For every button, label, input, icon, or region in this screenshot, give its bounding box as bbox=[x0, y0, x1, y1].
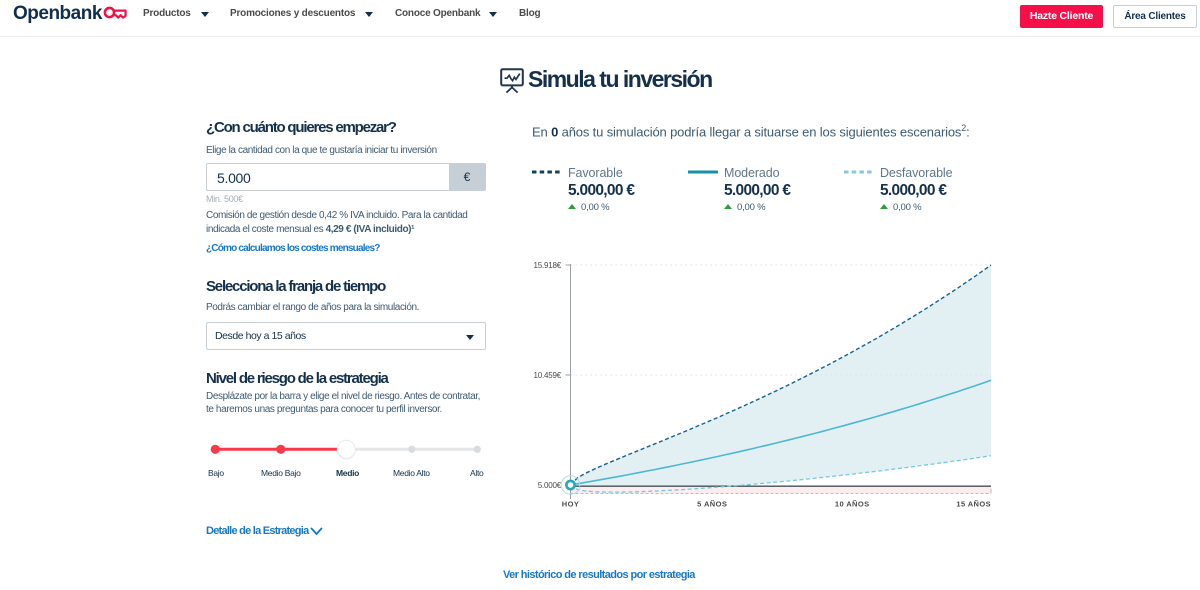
svg-text:15.918€: 15.918€ bbox=[533, 261, 561, 270]
svg-text:15 AÑOS: 15 AÑOS bbox=[956, 500, 991, 509]
svg-text:10 AÑOS: 10 AÑOS bbox=[835, 500, 870, 509]
svg-text:10.459€: 10.459€ bbox=[533, 371, 561, 380]
svg-text:HOY: HOY bbox=[562, 500, 579, 509]
svg-text:5.000€: 5.000€ bbox=[538, 481, 562, 490]
svg-text:5 AÑOS: 5 AÑOS bbox=[697, 500, 727, 509]
